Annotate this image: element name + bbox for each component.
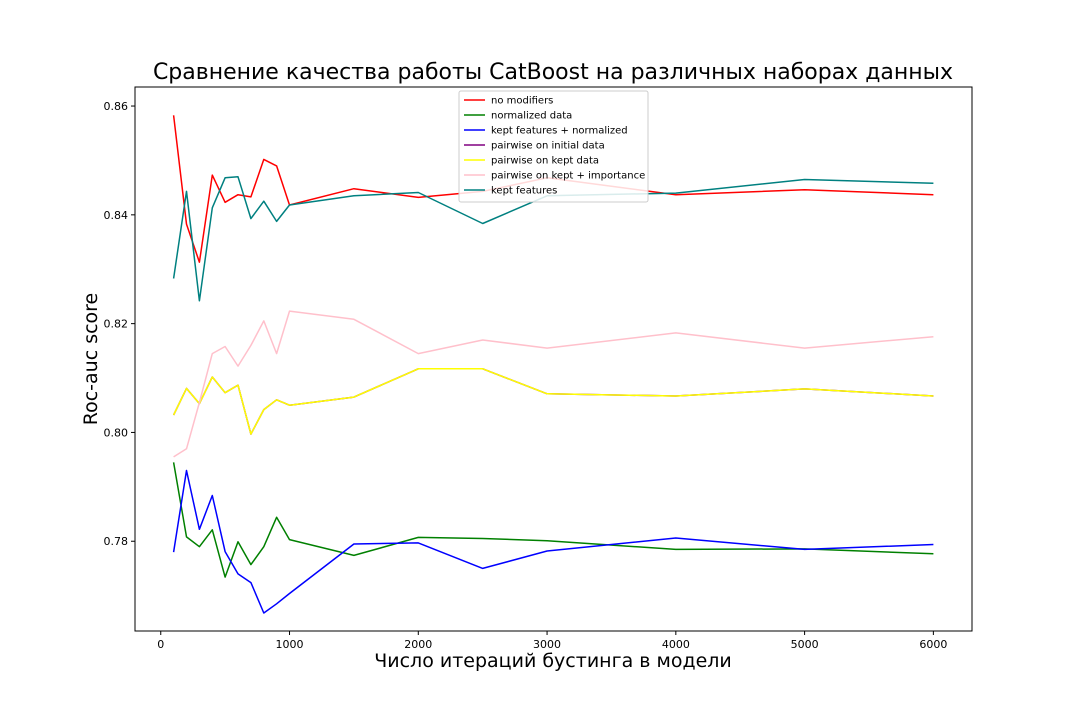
x-tick-label: 1000 [276, 638, 304, 651]
y-axis: 0.78 0.80 0.82 0.84 0.86 [104, 100, 135, 548]
legend-entry: pairwise on kept data [491, 156, 599, 167]
series-line-2 [172, 469, 934, 614]
series-line-3 [172, 368, 934, 435]
x-tick-label: 3000 [533, 638, 561, 651]
y-axis-label: Roc-auc score [80, 293, 102, 426]
plot-frame [134, 86, 973, 632]
x-axis-label: Число итераций бустинга в модели [374, 650, 732, 672]
legend-entry: pairwise on initial data [491, 141, 605, 152]
legend-entry: kept features + normalized [491, 126, 628, 137]
x-tick-label: 0 [157, 638, 164, 651]
x-tick-label: 5000 [791, 638, 819, 651]
legend-entry: kept features [491, 186, 557, 197]
y-tick-label: 0.82 [104, 318, 129, 331]
x-tick-label: 4000 [662, 638, 690, 651]
y-tick-label: 0.86 [104, 100, 129, 113]
x-tick-label: 6000 [919, 638, 947, 651]
series-line-1 [172, 462, 934, 578]
legend: no modifiers normalized data kept features… [458, 90, 649, 203]
y-tick-label: 0.84 [104, 209, 129, 222]
legend-box [458, 90, 649, 203]
plot-area [172, 115, 934, 614]
chart-title: Сравнение качества работы CatBoost на ра… [153, 60, 953, 85]
legend-entry: normalized data [491, 111, 572, 122]
x-axis: 0 1000 2000 3000 4000 5000 6000 [157, 631, 947, 651]
legend-entry: pairwise on kept + importance [491, 171, 645, 182]
y-tick-label: 0.80 [104, 426, 129, 439]
y-tick-label: 0.78 [104, 535, 129, 548]
series-line-5 [173, 310, 934, 458]
x-tick-label: 2000 [404, 638, 432, 651]
series-line-4 [172, 368, 934, 435]
legend-entry: no modifiers [491, 96, 553, 107]
